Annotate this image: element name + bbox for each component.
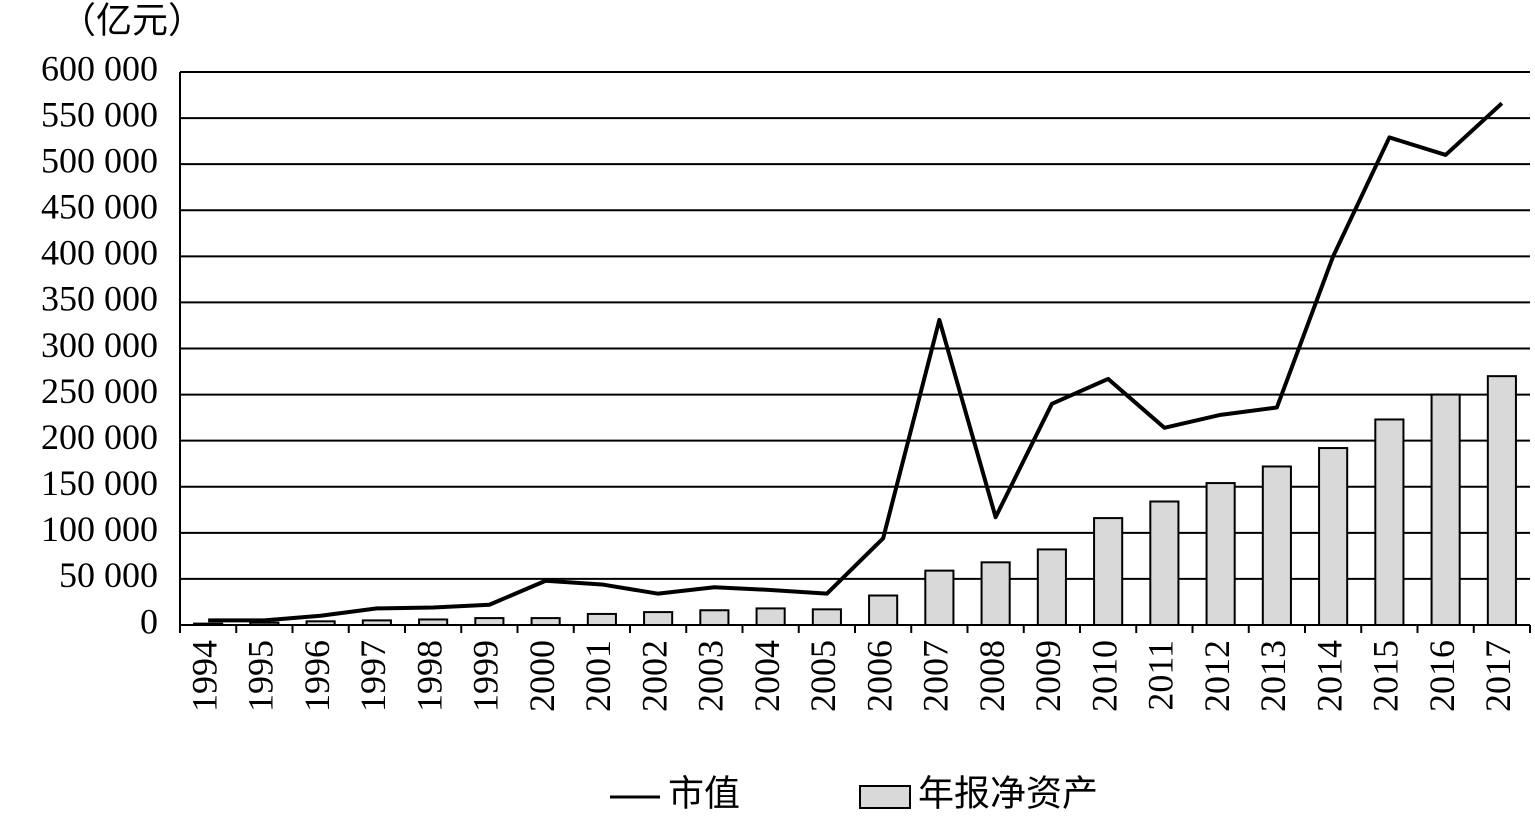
x-tick-label: 2010 [1084,640,1124,712]
x-tick-label: 2000 [522,640,562,712]
bar [1430,393,1461,627]
y-tick-label: 0 [140,601,158,641]
x-tick-label: 2006 [859,640,899,712]
bar [755,607,786,626]
y-tick-label: 450 000 [41,187,158,227]
bar [418,618,449,626]
x-tick-label: 2002 [634,640,674,712]
x-tick-label: 2009 [1028,640,1068,712]
legend-swatch [859,785,911,809]
x-tick-label: 2003 [691,640,731,712]
unit-label: （亿元） [60,0,204,40]
y-tick-label: 250 000 [41,371,158,411]
bar [305,620,336,627]
bar [474,617,505,627]
x-tick-label: 2001 [578,640,618,712]
y-tick-label: 200 000 [41,417,158,457]
x-tick-label: 1999 [466,640,506,712]
bar [1205,482,1236,626]
x-tick-label: 1998 [409,640,449,712]
y-tick-label: 500 000 [41,140,158,180]
y-tick-label: 300 000 [41,325,158,365]
x-tick-label: 2016 [1422,640,1462,712]
bar [1486,375,1517,626]
x-tick-label: 2015 [1366,640,1406,712]
x-tick-label: 2011 [1141,640,1181,711]
x-tick-label: 1994 [184,640,224,712]
x-tick-label: 2007 [916,640,956,712]
bar [1036,548,1067,627]
y-tick-label: 100 000 [41,509,158,549]
y-tick-label: 400 000 [41,233,158,273]
bar [586,612,617,627]
x-tick-label: 2005 [803,640,843,712]
x-tick-label: 2014 [1309,640,1349,712]
bar [643,611,674,627]
bar [1149,500,1180,627]
x-tick-label: 2013 [1253,640,1293,712]
bar [193,622,224,626]
y-tick-label: 50 000 [59,555,158,595]
bar [811,608,842,626]
bar [530,617,561,627]
legend-label: 年报净资产 [918,773,1098,813]
y-tick-label: 150 000 [41,463,158,503]
bar [1261,465,1292,626]
bar [361,619,392,626]
y-tick-label: 350 000 [41,279,158,319]
x-tick-label: 1997 [353,640,393,712]
y-tick-label: 600 000 [41,48,158,88]
bar [1093,517,1124,626]
bar [699,609,730,627]
legend-label: 市值 [668,773,740,813]
y-tick-label: 550 000 [41,94,158,134]
bar [1318,447,1349,627]
x-tick-label: 2004 [747,640,787,712]
x-tick-label: 2017 [1478,640,1518,712]
bar [980,561,1011,626]
bar [868,594,899,626]
line [208,101,1504,623]
x-tick-label: 1996 [297,640,337,712]
bar [249,621,280,627]
bar [1374,418,1405,626]
x-tick-label: 2008 [972,640,1012,712]
x-tick-label: 1995 [241,640,281,712]
x-tick-label: 2012 [1197,640,1237,712]
bar [924,569,955,626]
